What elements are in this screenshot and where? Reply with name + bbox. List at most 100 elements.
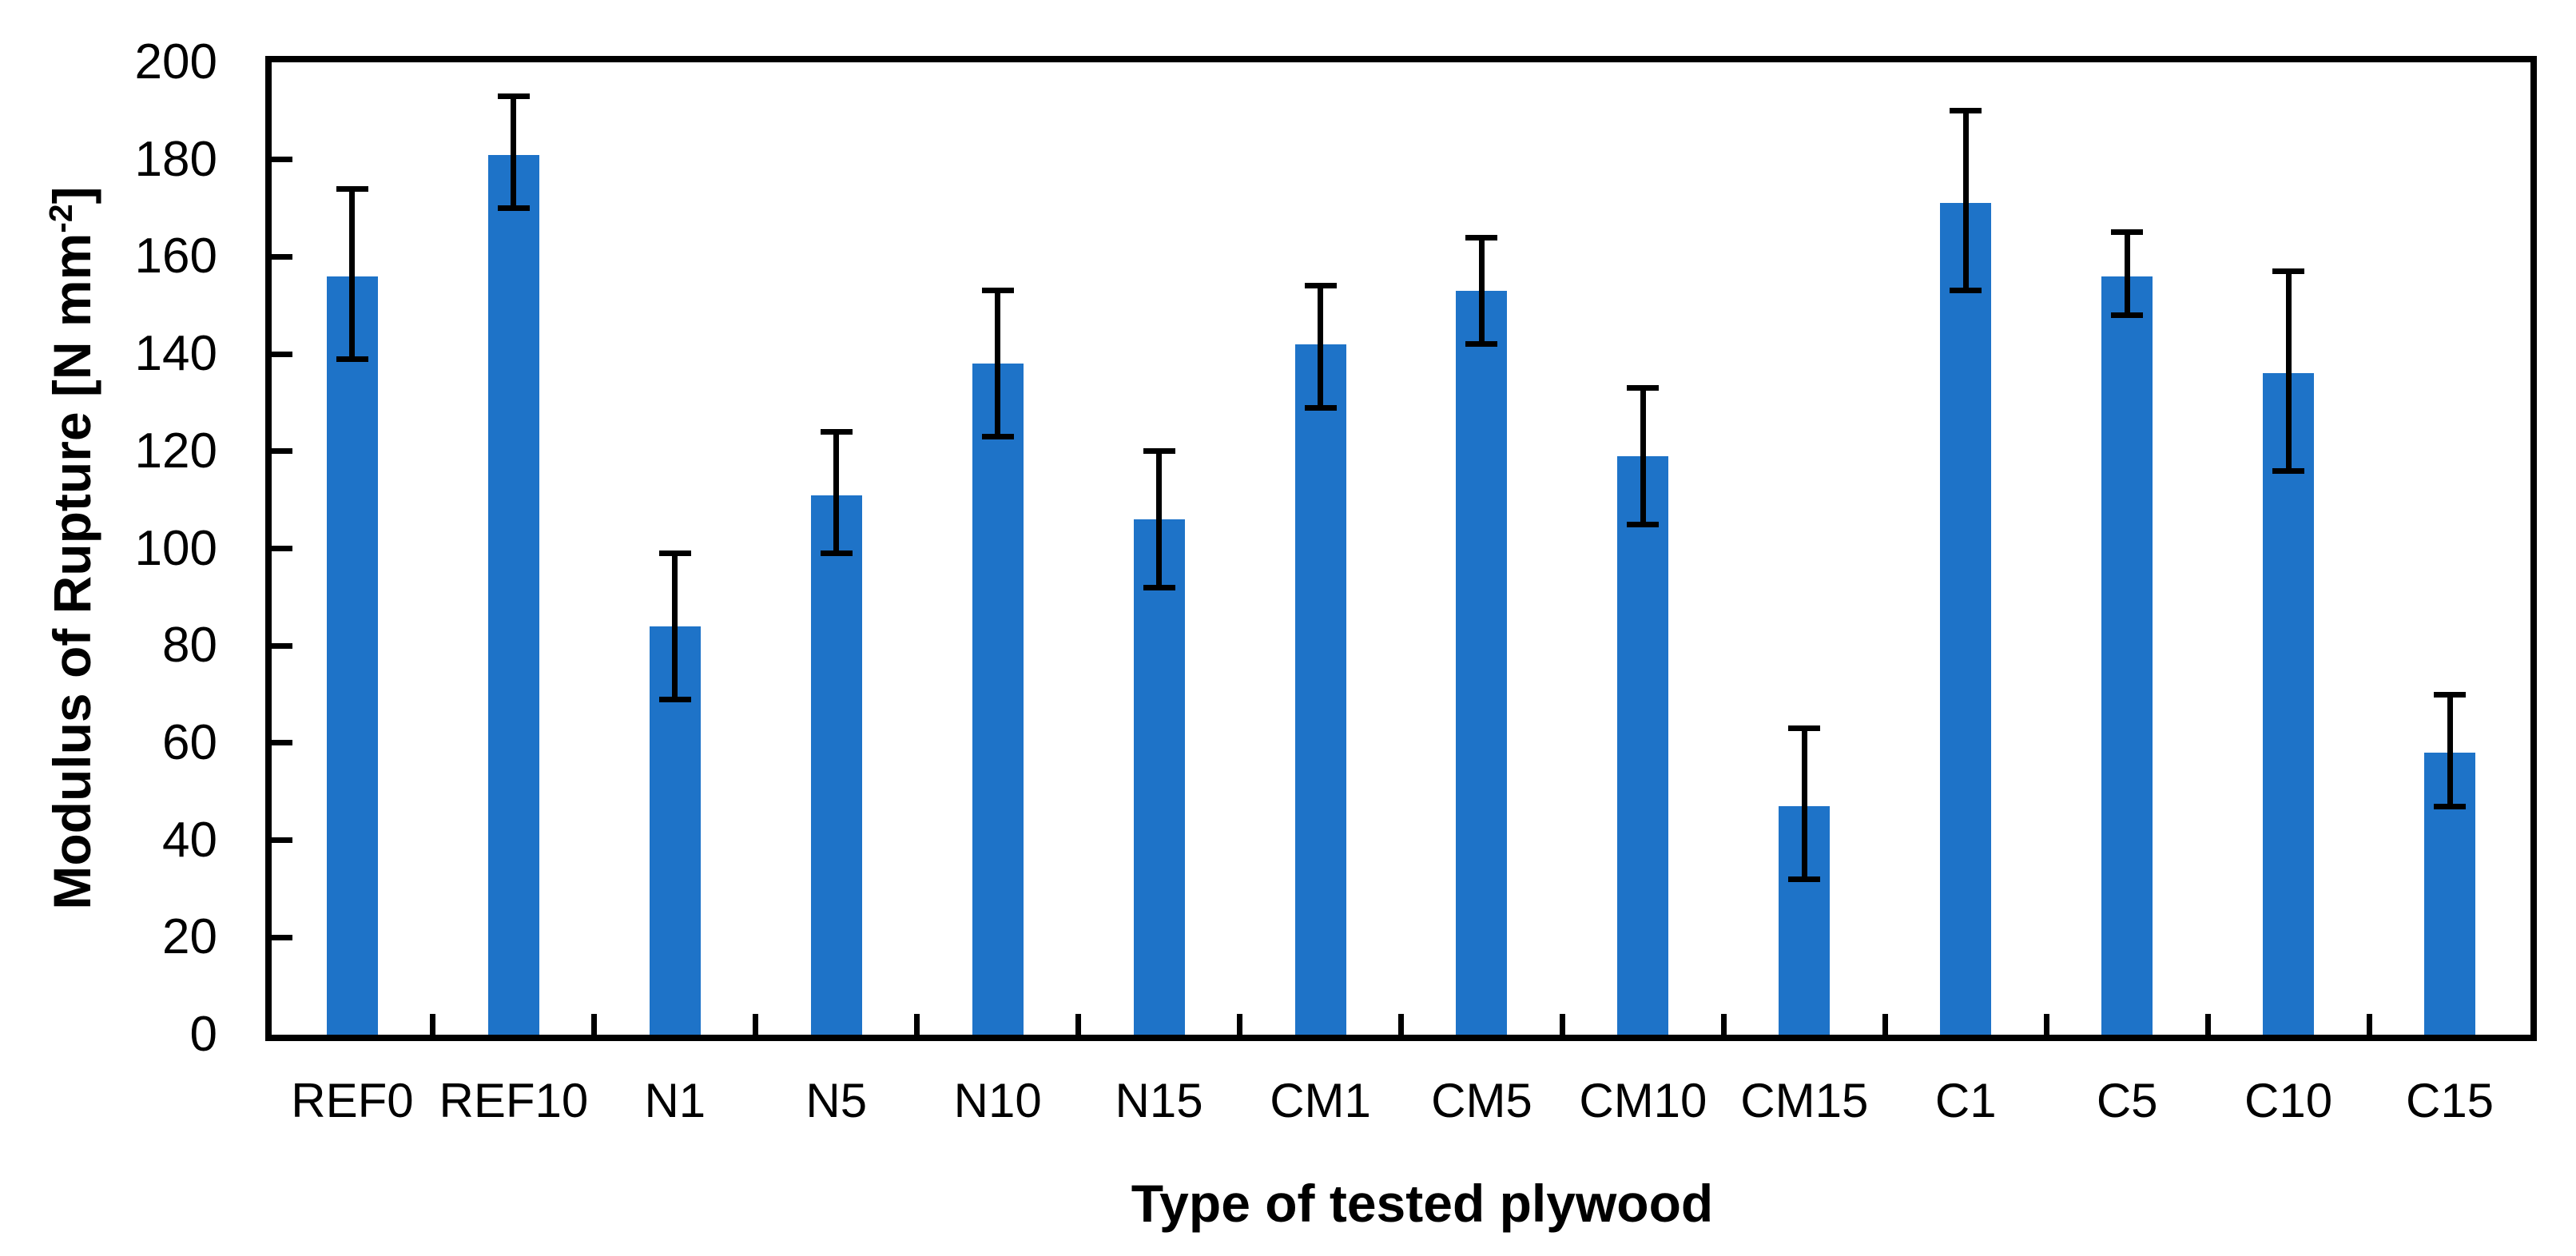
bar-C10 [2263, 373, 2315, 1035]
y-axis-tick-label: 100 [134, 520, 217, 576]
x-axis-tick-mark [1075, 1014, 1082, 1035]
error-bar-N15 [1156, 451, 1163, 588]
error-bar-N1 [672, 553, 678, 700]
x-axis-tick-label-C10: C10 [2244, 1074, 2333, 1127]
bar-C1 [1940, 203, 1992, 1035]
error-bar-C10 [2285, 271, 2292, 471]
error-bar-CM1 [1318, 285, 1324, 408]
error-cap-upper-C10 [2272, 268, 2305, 275]
x-axis-tick-mark [2043, 1014, 2049, 1035]
error-cap-upper-REF0 [336, 185, 368, 192]
bar-N5 [810, 495, 862, 1035]
x-axis-tick-label-N5: N5 [805, 1074, 868, 1127]
x-axis-tick-mark [1559, 1014, 1565, 1035]
plot-inner [272, 62, 2530, 1035]
error-cap-lower-REF0 [336, 356, 368, 362]
x-axis-tick-mark [2366, 1014, 2372, 1035]
bar-N10 [972, 364, 1024, 1035]
error-cap-upper-C5 [2111, 229, 2144, 236]
error-bar-C1 [1962, 110, 1969, 291]
y-axis-tick-mark [272, 253, 292, 260]
x-axis-tick-label-CM5: CM5 [1431, 1074, 1532, 1127]
x-axis-tick-mark [591, 1014, 598, 1035]
x-axis-tick-label-REF0: REF0 [291, 1074, 414, 1127]
error-bar-N10 [995, 290, 1001, 437]
error-cap-lower-CM1 [1304, 404, 1337, 411]
error-cap-upper-CM15 [1788, 725, 1821, 732]
error-bar-REF0 [349, 189, 356, 360]
error-bar-REF10 [511, 96, 517, 209]
error-cap-lower-CM5 [1465, 341, 1498, 348]
error-cap-upper-CM10 [1627, 385, 1660, 392]
y-axis-tick-label: 80 [162, 618, 217, 674]
error-cap-lower-C15 [2434, 803, 2467, 809]
x-axis-tick-mark [2204, 1014, 2211, 1035]
y-axis-tick-label: 180 [134, 131, 217, 187]
bar-CM5 [1456, 291, 1508, 1035]
y-axis-tick-mark [272, 546, 292, 551]
y-axis-tick-mark [272, 448, 292, 455]
y-axis-tick-mark [272, 740, 292, 746]
y-axis-tick-mark [272, 351, 292, 357]
x-axis-tick-label-N1: N1 [644, 1074, 706, 1127]
error-cap-lower-N10 [981, 434, 1014, 440]
error-bar-C15 [2447, 694, 2453, 806]
x-axis-tick-label-N10: N10 [953, 1074, 1042, 1127]
y-axis-tick-mark [272, 934, 292, 940]
error-cap-lower-REF10 [497, 205, 530, 212]
bar-CM10 [1617, 455, 1669, 1035]
y-axis-tick-label: 160 [134, 229, 217, 284]
y-axis-tick-label: 140 [134, 326, 217, 382]
x-axis-tick-label-N15: N15 [1115, 1074, 1203, 1127]
error-cap-lower-CM10 [1627, 521, 1660, 527]
x-axis-tick-mark [914, 1014, 920, 1035]
x-axis-tick-label-CM1: CM1 [1270, 1074, 1371, 1127]
y-axis-tick-label: 60 [162, 714, 217, 770]
x-axis-tick-mark [1720, 1014, 1727, 1035]
bar-REF10 [487, 154, 539, 1035]
y-axis-tick-label: 120 [134, 423, 217, 479]
error-cap-upper-N10 [981, 288, 1014, 294]
error-cap-lower-C1 [1950, 288, 1982, 294]
x-axis-tick-label-CM15: CM15 [1740, 1074, 1869, 1127]
error-cap-upper-CM5 [1465, 234, 1498, 240]
error-bar-N5 [833, 431, 840, 554]
x-axis-tick-label-C5: C5 [2096, 1074, 2158, 1127]
plot-area [265, 56, 2537, 1041]
y-axis-tick-label: 40 [162, 812, 217, 868]
x-axis-tick-label-CM10: CM10 [1579, 1074, 1707, 1127]
bar-N15 [1133, 519, 1185, 1035]
error-cap-upper-REF10 [497, 93, 530, 100]
error-bar-C5 [2124, 232, 2130, 316]
x-axis-tick-label-C1: C1 [1934, 1074, 1997, 1127]
error-cap-upper-C1 [1950, 108, 1982, 114]
x-axis-tick-label-C15: C15 [2405, 1074, 2495, 1127]
error-cap-lower-C10 [2272, 467, 2305, 474]
x-axis-tick-mark [1398, 1014, 1404, 1035]
y-axis-tick-mark [272, 642, 292, 649]
error-cap-upper-C15 [2434, 691, 2467, 698]
error-cap-upper-N15 [1143, 448, 1175, 455]
error-cap-lower-N5 [820, 550, 853, 557]
bar-C5 [2101, 276, 2153, 1035]
error-cap-upper-N1 [658, 550, 691, 557]
y-axis-tick-label: 20 [162, 909, 217, 965]
bar-CM1 [1294, 344, 1346, 1035]
error-cap-lower-N1 [658, 696, 691, 702]
x-axis-tick-mark [753, 1014, 759, 1035]
x-axis-tick-label-REF10: REF10 [439, 1074, 589, 1127]
y-axis-tick-mark [272, 837, 292, 844]
error-bar-CM15 [1801, 728, 1807, 880]
y-axis-title-bracket: ] [42, 186, 101, 205]
error-cap-lower-C5 [2111, 312, 2144, 318]
error-cap-lower-CM15 [1788, 876, 1821, 882]
bar-REF0 [326, 276, 378, 1035]
x-axis-title: Type of tested plywood [1131, 1174, 1714, 1233]
error-bar-CM10 [1640, 388, 1646, 525]
x-axis-tick-mark [1882, 1014, 1888, 1035]
y-axis-tick-mark [272, 157, 292, 163]
x-axis-tick-mark [1237, 1014, 1243, 1035]
error-cap-upper-CM1 [1304, 283, 1337, 289]
y-axis-tick-label: 0 [189, 1007, 217, 1062]
